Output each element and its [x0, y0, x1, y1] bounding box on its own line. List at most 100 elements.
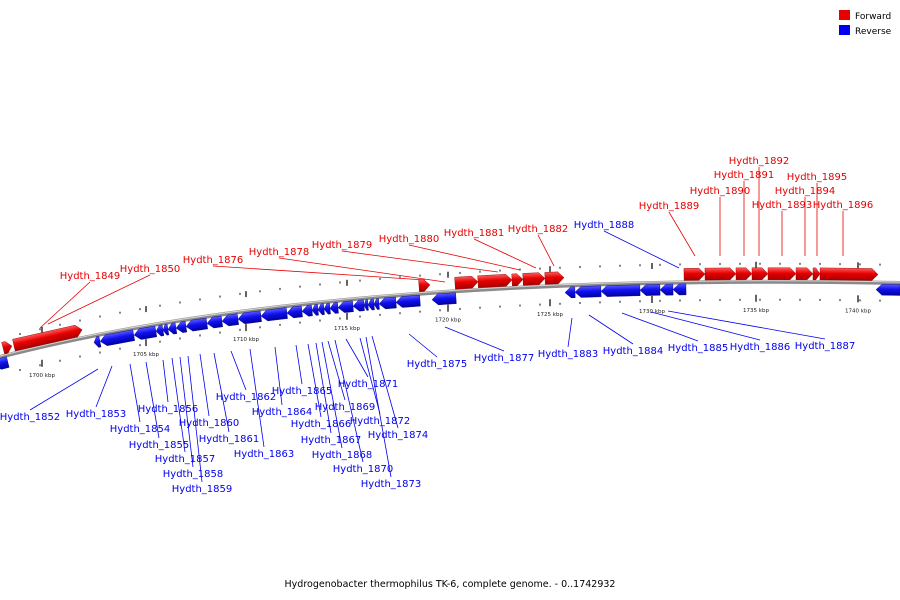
- minor-tick-above: [79, 319, 81, 322]
- reverse-leader-line: [145, 361, 160, 439]
- minor-tick-above: [839, 263, 841, 266]
- minor-tick-above: [379, 277, 381, 280]
- minor-tick-below: [619, 300, 621, 303]
- minor-tick-above: [819, 262, 821, 265]
- minor-tick-below: [559, 302, 561, 305]
- minor-tick-above: [239, 292, 241, 295]
- forward-gene-arrow: [812, 267, 821, 281]
- forward-gene-label: Hydth_1876: [183, 255, 244, 266]
- reverse-gene-arrow: [564, 286, 576, 299]
- reverse-gene-label: Hydth_1857: [155, 454, 216, 465]
- minor-tick-above: [479, 270, 481, 273]
- reverse-gene-label: Hydth_1861: [199, 434, 260, 445]
- forward-gene-arrow: [511, 273, 524, 287]
- reverse-gene-label: Hydth_1874: [368, 430, 429, 441]
- minor-tick-below: [699, 299, 701, 302]
- minor-tick-above: [19, 332, 21, 335]
- minor-tick-below: [879, 299, 881, 302]
- reverse-leader-line: [179, 356, 194, 468]
- forward-gene-label: Hydth_1894: [775, 186, 836, 197]
- forward-gene-label: Hydth_1880: [379, 234, 440, 245]
- reverse-leader-line: [295, 344, 303, 385]
- forward-gene-arrow: [795, 267, 814, 281]
- minor-tick-above: [59, 323, 61, 326]
- reverse-leader-line: [213, 352, 230, 433]
- forward-legend-label: Forward: [855, 12, 891, 22]
- minor-tick-below: [339, 317, 341, 320]
- reverse-leader-line: [603, 230, 680, 269]
- minor-tick-below: [299, 321, 301, 324]
- reverse-gene-label: Hydth_1860: [179, 418, 240, 429]
- forward-gene-arrow: [704, 267, 737, 281]
- reverse-leader-line: [621, 312, 699, 342]
- reverse-gene-label: Hydth_1867: [301, 435, 362, 446]
- minor-tick-below: [819, 298, 821, 301]
- minor-tick-below: [239, 328, 241, 331]
- forward-gene-label: Hydth_1889: [639, 201, 700, 212]
- forward-gene-label: Hydth_1878: [249, 247, 310, 258]
- minor-tick-below: [379, 313, 381, 316]
- reverse-gene-label: Hydth_1862: [216, 392, 277, 403]
- reverse-gene-label: Hydth_1868: [312, 450, 373, 461]
- reverse-gene-label: Hydth_1854: [110, 424, 171, 435]
- reverse-leader-line: [408, 333, 438, 358]
- reverse-gene-arrow: [221, 313, 239, 327]
- forward-gene-arrow: [544, 271, 565, 285]
- reverse-gene-arrow: [260, 307, 288, 322]
- minor-tick-above: [519, 268, 521, 271]
- reverse-gene-label: Hydth_1853: [66, 409, 127, 420]
- reverse-leader-line: [650, 311, 761, 341]
- minor-tick-above: [719, 262, 721, 265]
- forward-gene-label: Hydth_1896: [813, 200, 874, 211]
- reverse-leader-line: [588, 314, 634, 345]
- reverse-gene-label: Hydth_1875: [407, 359, 468, 370]
- forward-gene-label: Hydth_1893: [752, 200, 813, 211]
- reverse-gene-label: Hydth_1865: [272, 386, 333, 397]
- forward-gene-arrow: [418, 279, 431, 292]
- minor-tick-above: [339, 281, 341, 284]
- minor-tick-above: [419, 274, 421, 277]
- reverse-leader-line: [230, 350, 247, 391]
- reverse-leader-line: [444, 326, 505, 352]
- forward-gene-label: Hydth_1879: [312, 240, 373, 251]
- reverse-leader-line: [249, 348, 265, 448]
- minor-tick-below: [359, 315, 361, 318]
- reverse-gene-arrow: [373, 298, 380, 310]
- minor-tick-above: [159, 304, 161, 307]
- reverse-leader-line: [187, 355, 203, 483]
- reverse-leader-line: [315, 342, 332, 434]
- reverse-leader-line: [359, 337, 381, 415]
- tick-label: 1720 kbp: [435, 318, 461, 324]
- minor-tick-below: [599, 301, 601, 304]
- tick-label: 1705 kbp: [133, 352, 159, 358]
- legend: Forward Reverse: [839, 10, 892, 37]
- reverse-gene-arrow: [155, 324, 165, 337]
- genome-backbone: [0, 279, 900, 359]
- minor-tick-below: [279, 323, 281, 326]
- reverse-gene-arrow: [133, 325, 158, 340]
- minor-tick-above: [259, 290, 261, 293]
- minor-tick-above: [759, 262, 761, 265]
- reverse-gene-arrow: [185, 317, 208, 332]
- forward-gene-label: Hydth_1895: [787, 172, 848, 183]
- minor-tick-below: [59, 359, 61, 362]
- reverse-gene-arrow: [167, 322, 178, 335]
- reverse-gene-label: Hydth_1863: [234, 449, 295, 460]
- minor-tick-above: [879, 263, 881, 266]
- minor-tick-below: [859, 299, 861, 302]
- minor-tick-below: [639, 300, 641, 303]
- tick-label: 1715 kbp: [334, 326, 360, 332]
- minor-tick-above: [439, 273, 441, 276]
- minor-tick-below: [719, 298, 721, 301]
- reverse-leader-line: [274, 346, 283, 406]
- reverse-gene-label: Hydth_1864: [252, 407, 313, 418]
- minor-tick-above: [679, 263, 681, 266]
- backbone-highlight: [0, 280, 900, 357]
- reverse-gene-label: Hydth_1887: [795, 341, 856, 352]
- minor-tick-above: [399, 276, 401, 279]
- reverse-leader-line: [667, 310, 826, 340]
- minor-tick-below: [799, 298, 801, 301]
- minor-tick-above: [639, 264, 641, 267]
